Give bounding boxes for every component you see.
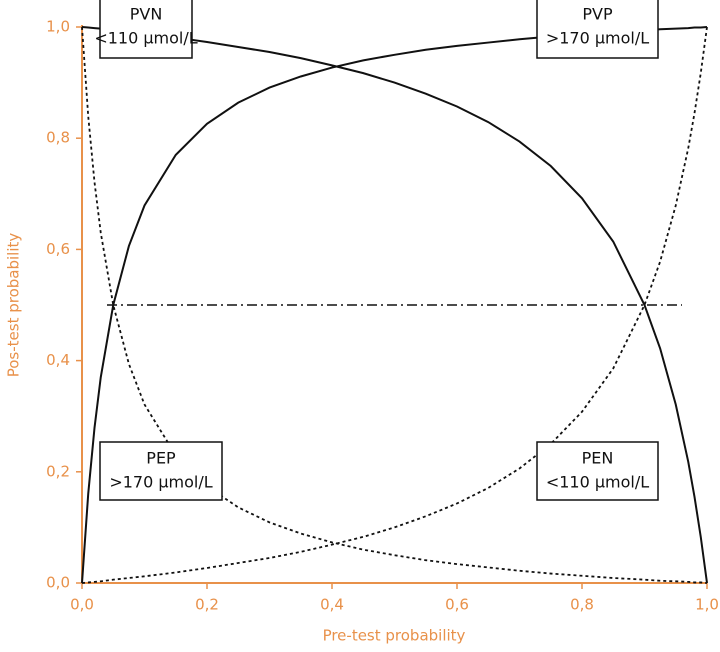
x-axis-title: Pre-test probability xyxy=(323,627,466,645)
y-tick-label: 0,6 xyxy=(46,240,70,258)
x-tick-label: 0,6 xyxy=(445,596,469,614)
label-box xyxy=(99,0,193,59)
y-axis-title: Pos-test probability xyxy=(5,233,23,378)
legend-label: PVP xyxy=(582,5,613,24)
legend-label: PVN xyxy=(130,5,163,24)
x-tick-label: 0,0 xyxy=(70,596,94,614)
label-box xyxy=(536,441,659,501)
x-tick-label: 0,4 xyxy=(320,596,344,614)
label-box xyxy=(99,441,223,501)
legend-threshold: >170 µmol/L xyxy=(109,473,212,492)
legend-label: PEP xyxy=(146,449,176,468)
y-tick-label: 0,8 xyxy=(46,129,70,147)
legend-threshold: <110 µmol/L xyxy=(546,473,649,492)
x-tick-label: 0,8 xyxy=(570,596,594,614)
y-tick-label: 0,0 xyxy=(46,574,70,592)
y-tick-label: 0,2 xyxy=(46,462,70,480)
curve xyxy=(81,26,708,584)
x-tick-label: 1,0 xyxy=(695,596,719,614)
y-tick-label: 0,4 xyxy=(46,351,70,369)
x-tick-label: 0,2 xyxy=(195,596,219,614)
legend-threshold: >170 µmol/L xyxy=(546,29,649,48)
legend-label: PEN xyxy=(582,449,614,468)
curve xyxy=(81,26,708,584)
y-tick-label: 1,0 xyxy=(46,18,70,36)
legend-threshold: <110 µmol/L xyxy=(94,29,197,48)
label-box xyxy=(536,0,659,59)
